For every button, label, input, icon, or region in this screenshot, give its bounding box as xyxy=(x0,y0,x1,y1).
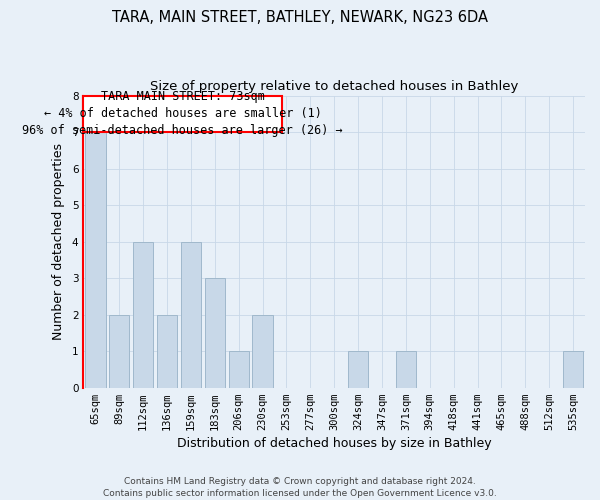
Title: Size of property relative to detached houses in Bathley: Size of property relative to detached ho… xyxy=(150,80,518,93)
Bar xyxy=(229,351,249,388)
Bar xyxy=(396,351,416,388)
Bar xyxy=(205,278,225,388)
Bar xyxy=(157,314,177,388)
X-axis label: Distribution of detached houses by size in Bathley: Distribution of detached houses by size … xyxy=(177,437,491,450)
Bar xyxy=(348,351,368,388)
Bar xyxy=(85,132,106,388)
Bar xyxy=(133,242,153,388)
Bar xyxy=(253,314,273,388)
Y-axis label: Number of detached properties: Number of detached properties xyxy=(52,143,65,340)
Bar xyxy=(563,351,583,388)
Bar xyxy=(181,242,201,388)
Text: TARA MAIN STREET: 73sqm
← 4% of detached houses are smaller (1)
96% of semi-deta: TARA MAIN STREET: 73sqm ← 4% of detached… xyxy=(22,90,343,138)
Bar xyxy=(109,314,130,388)
Text: TARA, MAIN STREET, BATHLEY, NEWARK, NG23 6DA: TARA, MAIN STREET, BATHLEY, NEWARK, NG23… xyxy=(112,10,488,25)
Bar xyxy=(83,96,281,132)
Text: Contains HM Land Registry data © Crown copyright and database right 2024.
Contai: Contains HM Land Registry data © Crown c… xyxy=(103,476,497,498)
